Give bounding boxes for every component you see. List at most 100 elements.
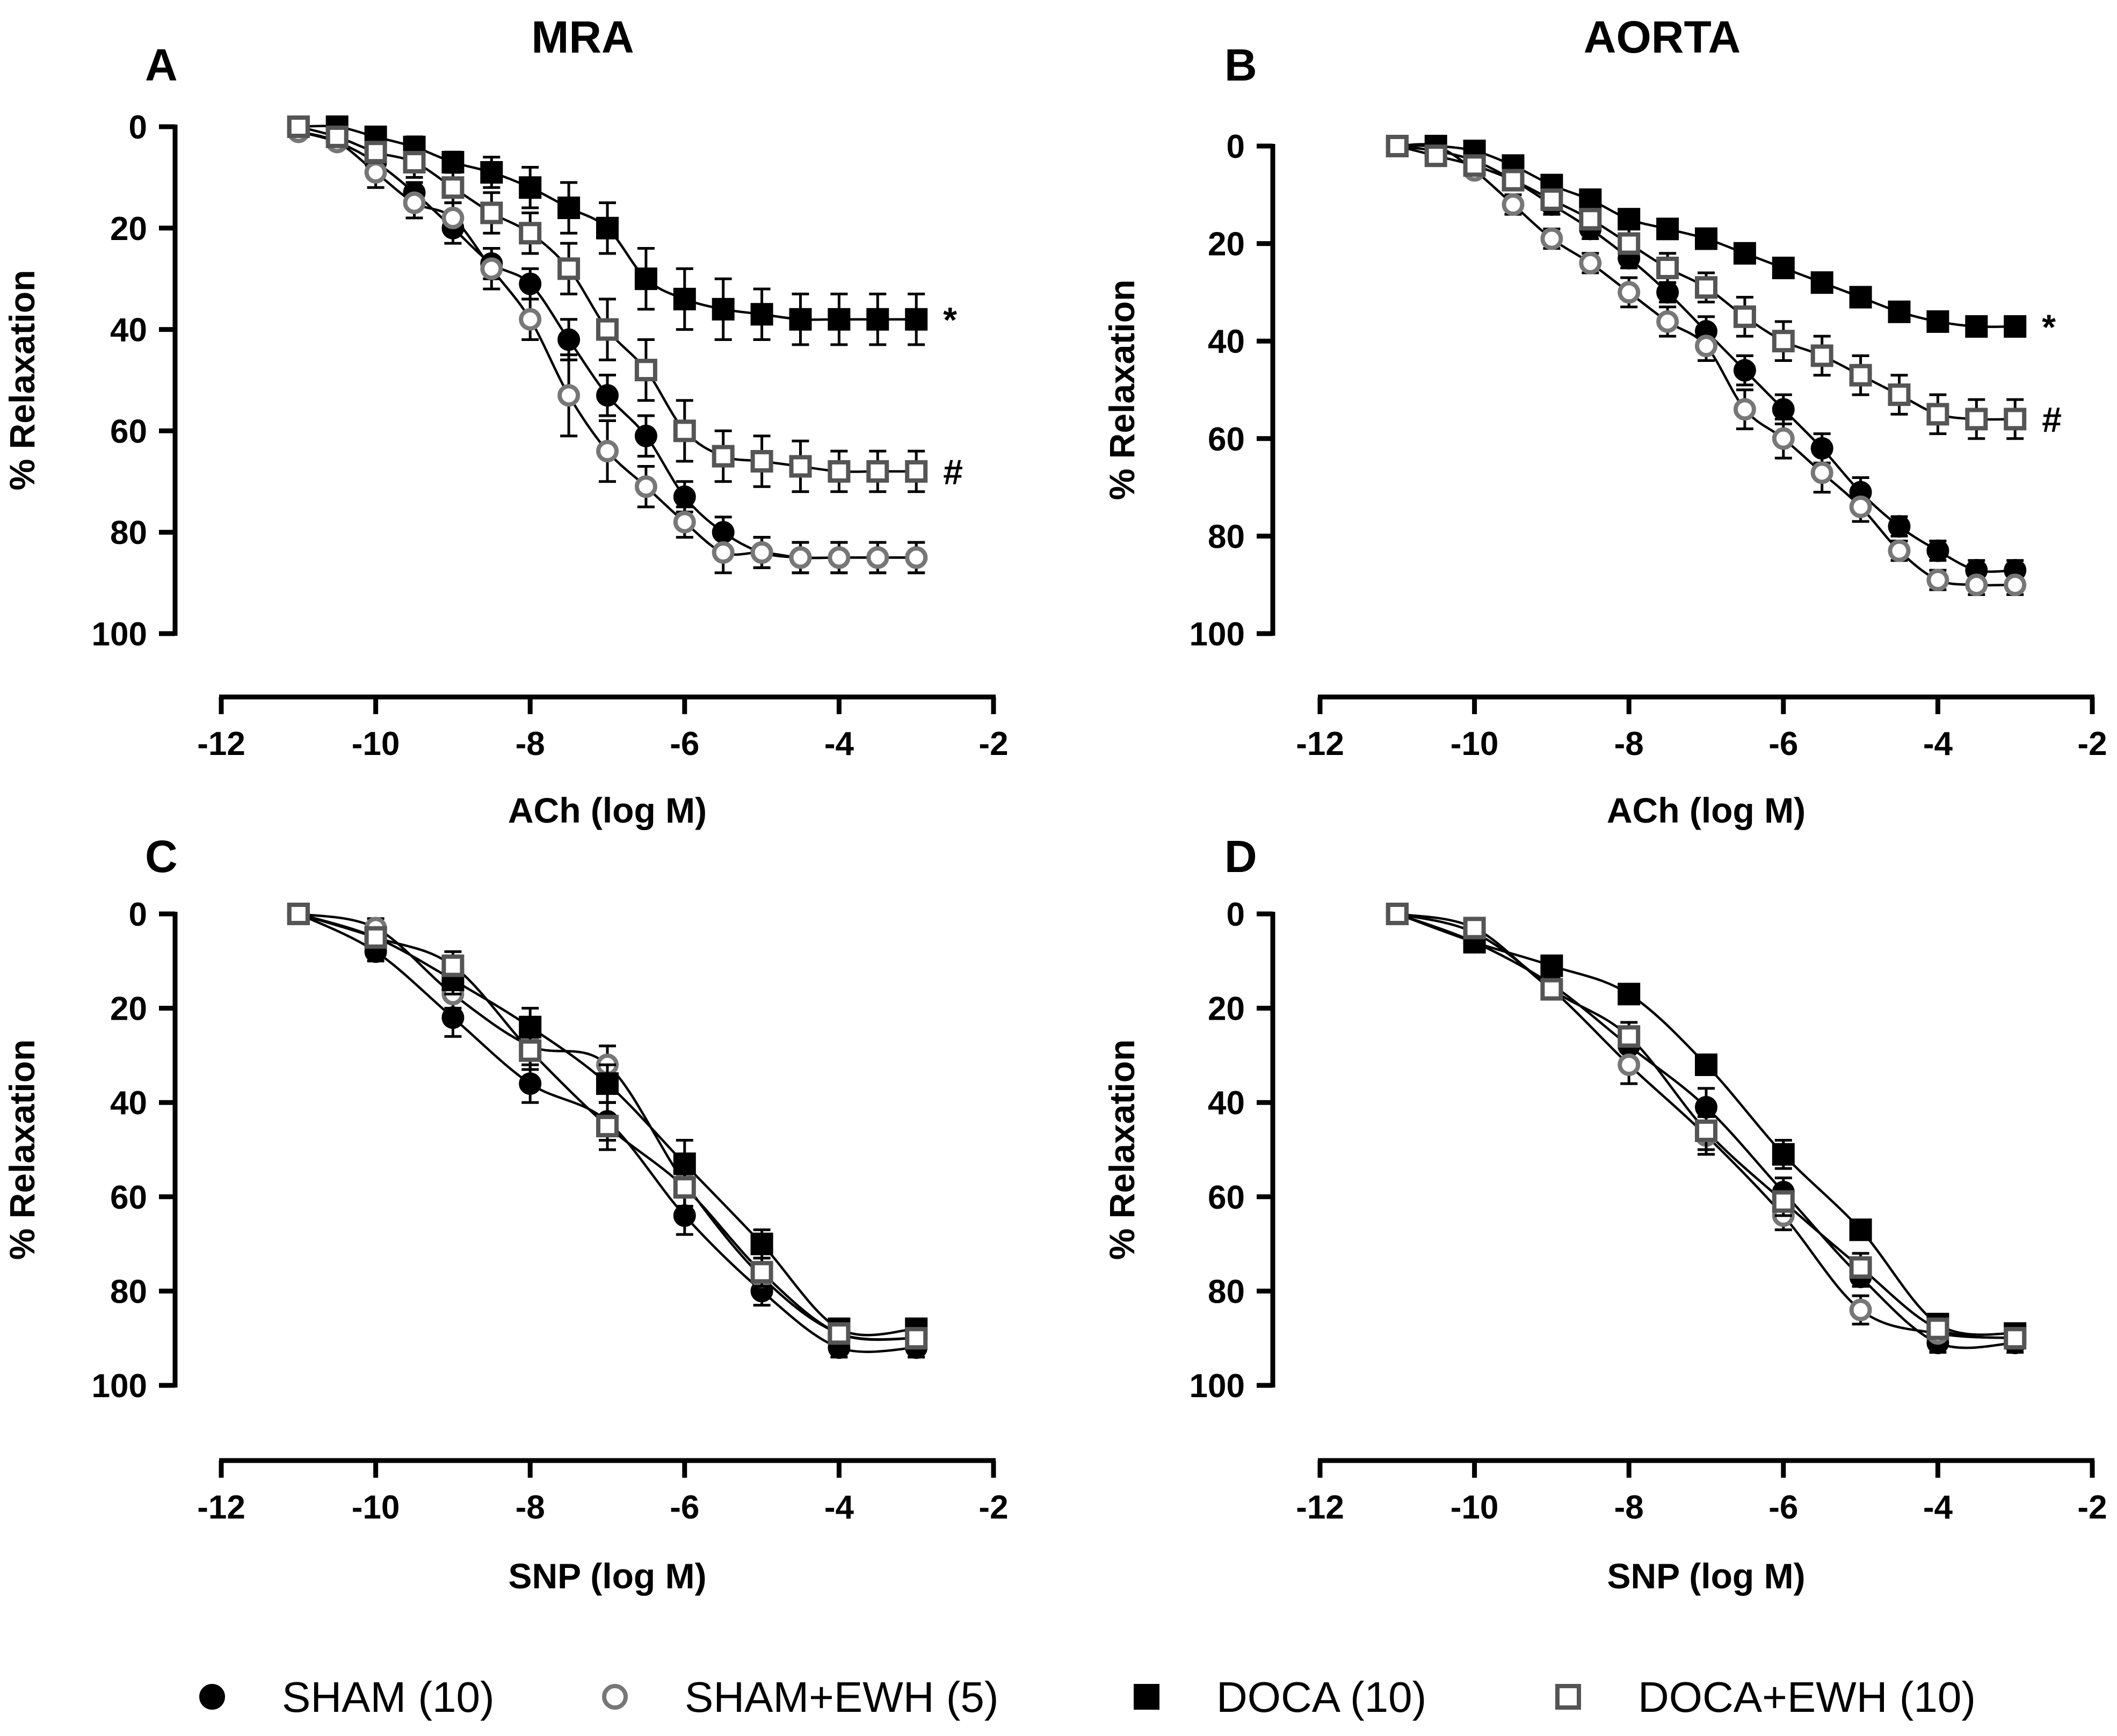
data-point [789, 455, 812, 478]
data-point [1618, 1053, 1641, 1076]
data-point [557, 384, 581, 407]
data-point [441, 206, 465, 229]
data-point [866, 308, 889, 331]
panel-letter: D [1224, 831, 1257, 882]
data-point [2004, 408, 2027, 431]
y-tick-label: 40 [1208, 1085, 1245, 1122]
data-point [634, 267, 657, 290]
y-tick-label: 100 [92, 1368, 147, 1405]
x-tick-label: -12 [197, 1489, 245, 1526]
data-point [2004, 573, 2027, 597]
data-point [1656, 281, 1679, 304]
x-tick-label: -8 [1614, 725, 1644, 762]
data-point [1772, 257, 1795, 279]
x-tick-label: -8 [1614, 1489, 1644, 1526]
data-point [789, 308, 812, 331]
data-point [1926, 1317, 1949, 1340]
column-title-aorta: AORTA [1584, 12, 1741, 62]
data-point [1695, 335, 1717, 358]
data-point [2004, 1327, 2027, 1350]
series-sham-ewh-5 [1386, 135, 2027, 597]
y-axis-title: % Relaxation [2, 1040, 42, 1260]
data-point [1618, 1025, 1641, 1048]
y-tick-label: 40 [110, 312, 147, 349]
data-point [1502, 169, 1525, 192]
y-axis-title: % Relaxation [1102, 280, 1142, 500]
data-point [364, 926, 387, 949]
data-point [403, 191, 426, 214]
data-point [1540, 978, 1563, 1001]
panel-b: B 0 20 40 60 80 100 -12 -10 -8 -6 -4 -2 ACh (log M) % … [1102, 40, 2107, 830]
data-point [519, 1039, 542, 1062]
data-point [634, 475, 657, 498]
data-point [1386, 135, 1409, 157]
y-tick-label: 20 [110, 991, 147, 1028]
y-tick-label: 60 [1208, 421, 1245, 458]
x-axis-title: ACh (log M) [1607, 790, 1806, 830]
y-axis-title: % Relaxation [1102, 1040, 1142, 1260]
data-point [1888, 515, 1911, 538]
data-point [519, 308, 542, 331]
y-tick-label: 60 [110, 413, 147, 450]
series-doca-ewh-10 [287, 903, 928, 1350]
data-point [828, 308, 851, 331]
data-point [673, 287, 696, 310]
data-point [557, 257, 581, 280]
data-point [1810, 344, 1833, 367]
y-tick-label: 40 [110, 1085, 147, 1122]
legend-marker [602, 1684, 628, 1710]
data-point [403, 151, 426, 174]
data-point [1695, 1053, 1717, 1076]
significance-mark: * [943, 300, 957, 340]
y-tick-label: 0 [129, 896, 147, 933]
data-point [287, 903, 310, 925]
data-point [596, 1072, 619, 1095]
data-point [596, 384, 619, 407]
data-point [1772, 330, 1795, 353]
x-tick-label: -2 [978, 725, 1008, 762]
x-tick-label: -2 [2077, 725, 2107, 762]
y-tick-label: 80 [110, 1273, 147, 1310]
data-point [441, 954, 465, 977]
data-point [2004, 315, 2027, 338]
data-point [1656, 257, 1679, 279]
data-point [519, 272, 542, 295]
x-axis-title: SNP (log M) [508, 1556, 706, 1596]
y-tick-label: 20 [110, 210, 147, 248]
data-point [1656, 310, 1679, 333]
x-axis-title: SNP (log M) [1607, 1556, 1805, 1596]
x-tick-label: -4 [1923, 725, 1953, 762]
data-point [1849, 1298, 1872, 1321]
y-tick-label: 20 [1208, 226, 1245, 263]
series-doca-ewh-10: # [1386, 135, 2062, 440]
data-point [1926, 310, 1949, 333]
data-point [596, 1115, 619, 1138]
data-point [1386, 903, 1409, 925]
data-point [1926, 569, 1949, 592]
data-point [1733, 359, 1756, 382]
x-tick-label: -12 [1296, 1489, 1344, 1526]
fit-curve [1397, 143, 2016, 587]
data-point [866, 460, 889, 483]
data-point [325, 125, 349, 148]
data-point [1733, 398, 1756, 421]
y-tick-label: 0 [1227, 128, 1245, 165]
y-tick-label: 80 [110, 514, 147, 551]
data-point [1579, 208, 1602, 231]
series-doca-ewh-10: # [287, 115, 963, 493]
x-tick-label: -4 [824, 725, 854, 762]
x-tick-label: -12 [1296, 725, 1344, 762]
data-point [1695, 227, 1717, 250]
legend-item-doca-ewh-10: DOCA+EWH (10) [1555, 1673, 1976, 1721]
data-point [1540, 188, 1563, 211]
data-point [905, 546, 928, 569]
significance-mark: # [2042, 400, 2062, 439]
data-point [1579, 251, 1602, 274]
data-point [905, 308, 928, 331]
data-point [1810, 271, 1833, 294]
y-tick-label: 100 [92, 616, 147, 653]
data-point [1888, 539, 1911, 562]
data-point [1733, 242, 1756, 265]
series-doca-10: * [1386, 135, 2056, 347]
x-tick-label: -10 [1451, 725, 1499, 762]
